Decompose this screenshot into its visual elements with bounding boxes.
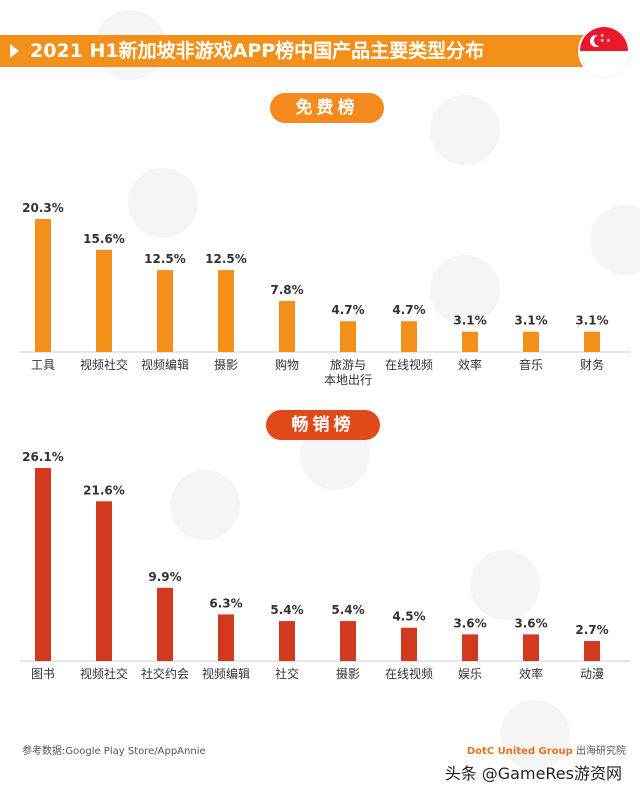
data-label: 4.7%: [392, 303, 425, 317]
tick-label: 旅游与: [330, 358, 366, 372]
site-watermark: 头条 @GameRes游资网: [444, 764, 622, 783]
bar: [340, 321, 356, 352]
data-label: 20.3%: [22, 201, 64, 215]
bar: [584, 331, 600, 352]
tick-label: 图书: [31, 667, 55, 681]
tick-label: 在线视频: [385, 357, 433, 372]
tick-label: 本地出行: [324, 373, 372, 387]
data-source-note: 参考数据:Google Play Store/AppAnnie: [22, 746, 206, 757]
tick-label: 社交: [275, 666, 299, 681]
bar: [462, 331, 478, 352]
watermark-logo: [500, 700, 570, 770]
tick-label: 摄影: [214, 357, 238, 372]
data-label: 4.5%: [392, 610, 425, 624]
tick-label: 动漫: [580, 667, 604, 681]
bar: [35, 219, 51, 352]
data-label: 3.1%: [453, 314, 486, 328]
bar: [218, 270, 234, 352]
singapore-flag-icon: ★ ★ ★: [578, 25, 630, 77]
bar: [96, 249, 112, 352]
data-label: 5.4%: [270, 603, 303, 617]
data-label: 4.7%: [331, 303, 364, 317]
data-label: 3.1%: [514, 314, 547, 328]
grossing-chart: 26.1% 图书 21.6% 视频社交 9.9% 社交约会 6.3% 视频编辑 5.4% 社交 5.…: [20, 450, 630, 681]
data-label: 9.9%: [148, 570, 181, 584]
brand-credit: DotC United Group 出海研究院: [467, 742, 626, 757]
data-label: 12.5%: [205, 252, 247, 266]
watermark-logo: [590, 205, 640, 275]
bar: [584, 641, 600, 661]
bar: [523, 331, 539, 352]
page-title: 2021 H1新加坡非游戏APP榜中国产品主要类型分布: [30, 40, 485, 62]
data-label: 15.6%: [83, 232, 125, 246]
data-label: 3.1%: [575, 314, 608, 328]
free-chart: 20.3% 工具 15.6% 视频社交 12.5% 视频编辑 12.5% 摄影 7.8% 购物 4.…: [20, 201, 630, 387]
brand-suffix: 出海研究院: [576, 746, 626, 757]
tick-label: 视频编辑: [141, 357, 189, 372]
tick-label: 工具: [31, 358, 55, 372]
data-label: 12.5%: [144, 252, 186, 266]
bar: [401, 627, 417, 661]
data-label: 2.7%: [575, 623, 608, 637]
bar: [218, 614, 234, 661]
tick-label: 娱乐: [458, 667, 482, 681]
play-arrow-icon: [10, 44, 19, 58]
bar: [401, 321, 417, 352]
brand-name: DotC United Group: [466, 746, 573, 757]
grossing-chart-title: 畅销榜: [266, 410, 380, 440]
data-label: 3.6%: [514, 616, 547, 630]
free-chart-title: 免费榜: [270, 93, 384, 123]
bar: [279, 621, 295, 661]
bar: [96, 501, 112, 661]
watermark-logo: [128, 168, 198, 238]
data-label: 3.6%: [453, 616, 486, 630]
title-bar: 2021 H1新加坡非游戏APP榜中国产品主要类型分布: [0, 35, 603, 67]
data-label: 6.3%: [209, 596, 242, 610]
tick-label: 在线视频: [385, 666, 433, 681]
tick-label: 视频社交: [80, 666, 128, 681]
bar: [462, 634, 478, 661]
tick-label: 音乐: [519, 357, 543, 372]
tick-label: 视频社交: [80, 357, 128, 372]
bar: [35, 468, 51, 661]
bar: [340, 621, 356, 661]
tick-label: 效率: [458, 357, 482, 372]
bar: [157, 270, 173, 352]
data-label: 21.6%: [83, 483, 125, 497]
bar: [523, 634, 539, 661]
tick-label: 购物: [275, 357, 299, 372]
bar: [157, 587, 173, 661]
data-label: 26.1%: [22, 450, 64, 464]
tick-label: 视频编辑: [202, 666, 250, 681]
tick-label: 财务: [580, 357, 604, 372]
watermark-logo: [170, 470, 240, 540]
watermark-logo: [430, 95, 500, 165]
watermark-logo: [470, 550, 540, 620]
tick-label: 社交约会: [141, 666, 189, 681]
bar: [279, 300, 295, 352]
data-label: 5.4%: [331, 603, 364, 617]
data-label: 7.8%: [270, 283, 303, 297]
tick-label: 效率: [519, 666, 543, 681]
tick-label: 摄影: [336, 666, 360, 681]
watermark-logo: [430, 255, 500, 325]
